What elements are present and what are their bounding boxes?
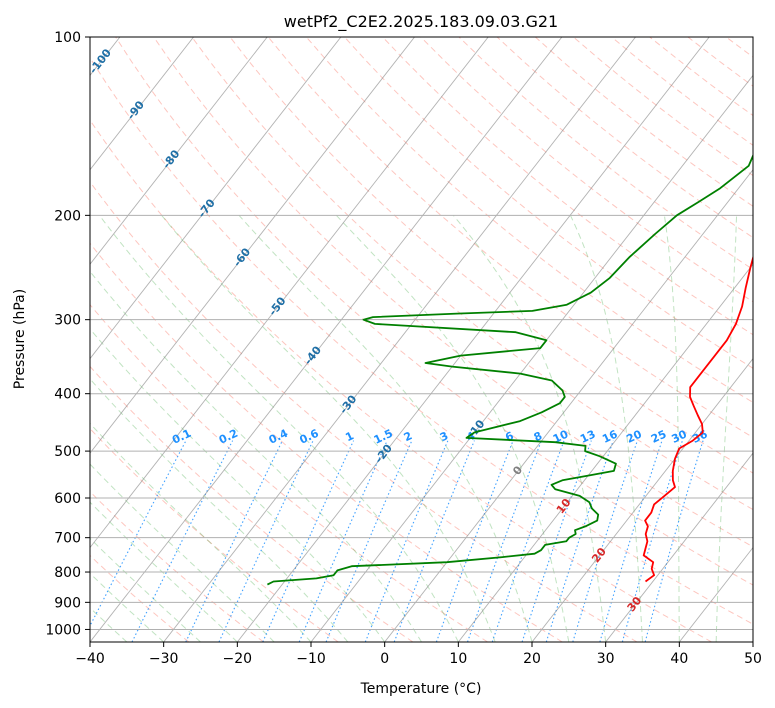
- skewed-isotherm-line: [531, 357, 753, 642]
- mixing-ratio-label: 36: [690, 427, 710, 445]
- dry-adiabat-line: [90, 554, 190, 642]
- dry-adiabat-line: [90, 303, 488, 642]
- moist-adiabat-line: [90, 572, 165, 642]
- moist-adiabat-line: [335, 214, 570, 642]
- profile-line: [642, 254, 753, 583]
- mixing-ratio-line: [599, 440, 663, 642]
- y-tick-label: 200: [54, 208, 81, 224]
- dry-adiabat-line: [229, 37, 753, 474]
- mixing-ratio-label: 20: [624, 427, 644, 445]
- mixing-ratio-line: [298, 440, 388, 642]
- dry-adiabat-line: [90, 119, 712, 642]
- x-axis-ticks: −40 −30 −20 −10 0 10 20 30 40 50: [75, 642, 762, 667]
- mixing-ratio-line: [325, 440, 413, 642]
- y-tick-label: 100: [54, 30, 81, 46]
- skewed-isotherm-line: [605, 452, 753, 642]
- x-tick-label: −20: [223, 651, 253, 667]
- dry-adiabat-line: [90, 427, 339, 642]
- mixing-ratio-label: 10: [551, 427, 571, 445]
- grid-lines: [90, 37, 753, 642]
- moist-adiabat-line: [90, 270, 422, 642]
- dry-adiabat-line: [115, 37, 753, 586]
- skewed-isotherm-line: [163, 37, 636, 642]
- moist-adiabat-line: [663, 215, 680, 642]
- y-axis-ticks: 100 200 300 400 500 600 700 800 900 1000: [45, 30, 90, 638]
- mixing-ratio-line: [131, 440, 234, 642]
- y-axis-label: Pressure (hPa): [12, 289, 28, 389]
- mixing-ratio-label: 13: [578, 428, 597, 446]
- x-tick-label: 10: [449, 651, 467, 667]
- y-tick-label: 300: [54, 313, 81, 329]
- y-tick-label: 1000: [45, 622, 81, 638]
- moist-adiabat-line: [99, 215, 459, 642]
- x-tick-label: −10: [296, 651, 326, 667]
- skewed-isotherm-line: [90, 37, 415, 454]
- x-tick-label: 40: [670, 651, 688, 667]
- skewed-isotherm-line: [236, 37, 710, 642]
- profile-series: [266, 153, 753, 586]
- moist-adiabat-line: [452, 214, 607, 642]
- skewed-isotherm-line: [457, 263, 753, 642]
- y-tick-label: 900: [54, 595, 81, 611]
- dry-adiabat-line: [90, 242, 563, 642]
- skewed-isotherm-line: [310, 74, 753, 642]
- skewed-isotherm-line: [384, 169, 753, 642]
- dry-adiabat-line: [191, 37, 753, 511]
- profile-line: [266, 153, 753, 586]
- chart-title: wetPf2_C2E2.2025.183.09.03.G21: [284, 12, 558, 32]
- background-lines: [90, 37, 753, 642]
- y-tick-label: 800: [54, 565, 81, 581]
- moist-adiabat-line: [161, 214, 496, 642]
- x-axis-label: Temperature (°C): [360, 681, 482, 697]
- mixing-ratio-line: [262, 440, 355, 642]
- dry-adiabat-line: [90, 181, 638, 642]
- skewed-isotherm-line: [90, 37, 563, 642]
- y-tick-label: 700: [54, 531, 81, 547]
- x-tick-label: −30: [149, 651, 179, 667]
- plot-frame: [89, 36, 754, 643]
- skewed-isotherm-line: [90, 37, 194, 171]
- skewed-isotherm-line: [90, 37, 268, 265]
- mixing-ratio-line: [491, 440, 565, 642]
- x-tick-label: −40: [75, 651, 105, 667]
- moist-adiabat-line: [90, 422, 312, 642]
- mixing-ratio-label: 16: [600, 427, 620, 445]
- skewed-isotherm-line: [90, 37, 489, 549]
- mixing-ratio-line: [572, 440, 638, 642]
- y-tick-label: 500: [54, 444, 81, 460]
- mixing-ratio-label: 30: [670, 427, 690, 445]
- mixing-ratio-line: [644, 440, 704, 642]
- skewed-isotherm-line: [90, 37, 342, 360]
- dry-adiabat-line: [90, 56, 753, 625]
- x-tick-label: 20: [523, 651, 541, 667]
- moist-adiabat-line: [569, 215, 643, 642]
- plot-background: [90, 37, 753, 642]
- x-tick-label: 0: [380, 651, 389, 667]
- y-tick-label: 600: [54, 491, 81, 507]
- mixing-ratio-label: 25: [649, 428, 668, 446]
- moist-adiabat-line: [715, 215, 738, 642]
- y-tick-label: 400: [54, 387, 81, 403]
- moist-adiabat-line: [90, 537, 201, 642]
- mixing-ratio-line: [621, 440, 683, 642]
- dry-adiabat-line: [420, 37, 753, 303]
- dry-adiabat-line: [267, 37, 753, 438]
- dry-adiabat-line: [382, 37, 753, 336]
- mixing-ratio-line: [466, 440, 543, 642]
- moist-adiabat-line: [238, 214, 533, 642]
- x-tick-label: 30: [597, 651, 615, 667]
- x-tick-label: 50: [744, 651, 762, 667]
- moist-adiabat-line: [90, 501, 238, 642]
